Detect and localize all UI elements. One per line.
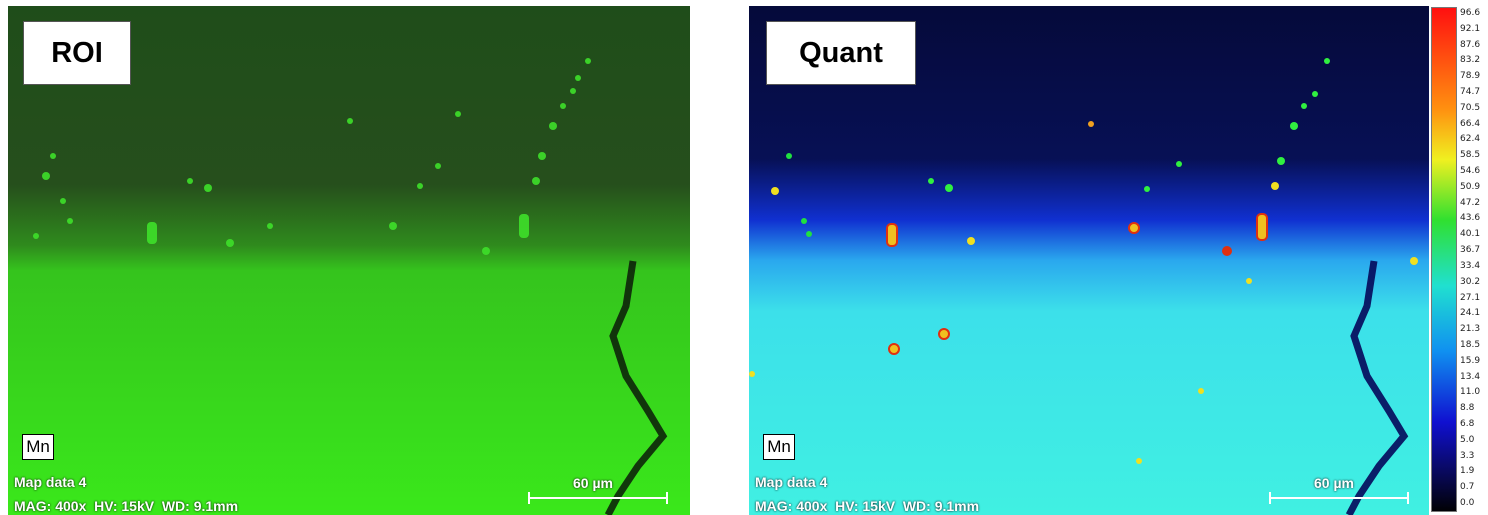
color-scale-tick: 96.6 (1460, 8, 1481, 18)
color-scale-tick: 40.1 (1460, 229, 1481, 240)
color-scale-tick: 13.4 (1460, 371, 1481, 382)
color-scale-tick: 18.5 (1460, 339, 1481, 350)
color-scale-tick: 0.7 (1460, 482, 1475, 493)
color-scale-tick: 58.5 (1460, 150, 1481, 161)
map-parameters: MAG: 400x HV: 15kV WD: 9.1mm (755, 498, 980, 514)
color-scale-tick: 83.2 (1460, 55, 1481, 66)
color-scale-tick: 50.9 (1460, 181, 1481, 192)
element-label: Mn (763, 434, 795, 460)
map-name: Map data 4 (755, 474, 828, 490)
color-scale-tick: 27.1 (1460, 292, 1481, 303)
color-scale-bar (1431, 7, 1457, 512)
map-name: Map data 4 (14, 474, 87, 490)
color-scale-tick: 15.9 (1460, 355, 1481, 366)
scale-bar (1269, 492, 1409, 504)
color-scale-tick: 62.4 (1460, 134, 1481, 145)
map-parameters: MAG: 400x HV: 15kV WD: 9.1mm (14, 498, 239, 514)
color-scale-tick: 30.2 (1460, 276, 1481, 287)
color-scale-tick: 11.0 (1460, 387, 1481, 398)
color-scale-tick: 74.7 (1460, 87, 1481, 98)
color-scale-tick: 33.4 (1460, 260, 1481, 271)
scale-label: 60 µm (573, 475, 613, 491)
color-scale-tick: 24.1 (1460, 308, 1481, 319)
scale-bar (528, 492, 668, 504)
quant-label: Quant (766, 21, 916, 85)
color-scale-tick: 8.8 (1460, 403, 1475, 414)
color-scale-tick: 43.6 (1460, 213, 1481, 224)
quant-map-image (749, 6, 1429, 515)
color-scale-tick: 70.5 (1460, 102, 1481, 113)
roi-label: ROI (23, 21, 131, 85)
color-scale-tick: 36.7 (1460, 245, 1481, 256)
color-scale-tick: 66.4 (1460, 118, 1481, 129)
color-scale-tick: 54.6 (1460, 166, 1481, 177)
color-scale-tick: 87.6 (1460, 39, 1481, 50)
color-scale-ticks: 96.6 92.1 87.6 83.2 78.9 74.7 70.5 66.4 62.4 58.5… (1460, 7, 1488, 512)
scale-label: 60 µm (1314, 475, 1354, 491)
color-scale-tick: 47.2 (1460, 197, 1481, 208)
color-scale-tick: 78.9 (1460, 71, 1481, 82)
color-scale-tick: 1.9 (1460, 466, 1475, 477)
color-scale-tick: 92.1 (1460, 23, 1481, 34)
roi-map-image (8, 6, 690, 515)
quant-map-panel: Quant Mn Map data 4 MAG: 400x HV: 15kV W… (749, 6, 1429, 515)
color-scale-tick: 3.3 (1460, 450, 1475, 461)
color-scale-tick: 21.3 (1460, 324, 1481, 335)
color-scale-tick: 0.0 (1460, 498, 1475, 508)
color-scale-tick: 5.0 (1460, 434, 1475, 445)
roi-map-panel: ROI Mn Map data 4 MAG: 400x HV: 15kV WD:… (8, 6, 690, 515)
element-label: Mn (22, 434, 54, 460)
color-scale-tick: 6.8 (1460, 418, 1475, 429)
